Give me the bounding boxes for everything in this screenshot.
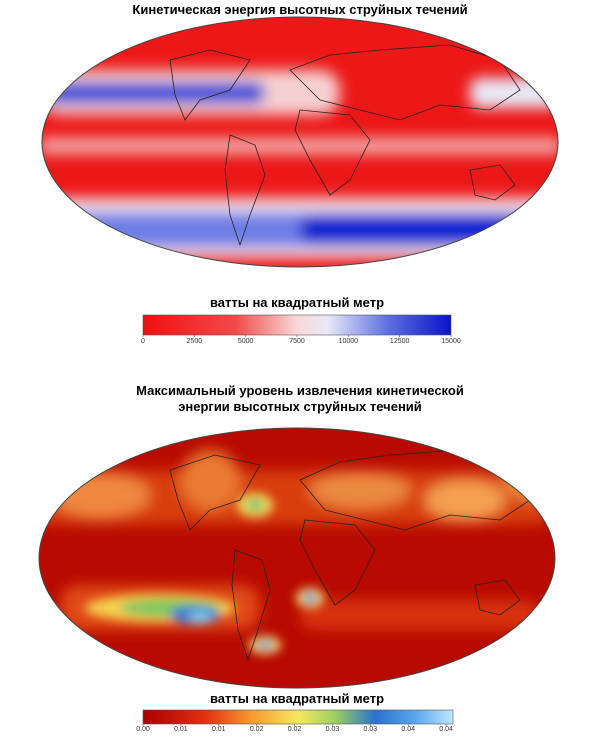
panel-title: Кинетическая энергия высотных струйных т… [132,2,467,17]
map-field [42,17,558,267]
colorbar-tick-label: 0.00 [136,726,150,733]
colorbar [142,709,454,725]
colorbar-label: ватты на квадратный метр [210,295,384,310]
panel-title: энергии высотных струйных течений [178,399,422,414]
colorbar-tick-label: 15000 [441,338,461,345]
colorbar-tick-label: 12500 [390,338,410,345]
colorbar-tick-label: 0.03 [364,726,378,733]
colorbar-tick-label: 2500 [187,338,203,345]
map-outline [38,427,556,689]
colorbar-tick-label: 0.04 [401,726,415,733]
map-outline [41,16,559,268]
colorbar-tick-label: 7500 [289,338,305,345]
panel-title: Максимальный уровень извлечения кинетиче… [136,383,464,398]
colorbar-tick-label: 0.01 [212,726,226,733]
colorbar-tick-label: 5000 [238,338,254,345]
colorbar-label: ватты на квадратный метр [210,691,384,706]
coastlines [169,449,531,662]
coastlines [169,44,521,247]
map-field [39,428,555,688]
colorbar [142,314,452,336]
colorbar-tick-label: 10000 [339,338,359,345]
colorbar-tick-label: 0.01 [174,726,188,733]
colorbar-tick-label: 0.02 [250,726,264,733]
colorbar-tick-label: 0 [141,338,145,345]
colorbar-tick-label: 0.02 [288,726,302,733]
colorbar-tick-label: 0.04 [439,726,453,733]
colorbar-tick-label: 0.03 [326,726,340,733]
